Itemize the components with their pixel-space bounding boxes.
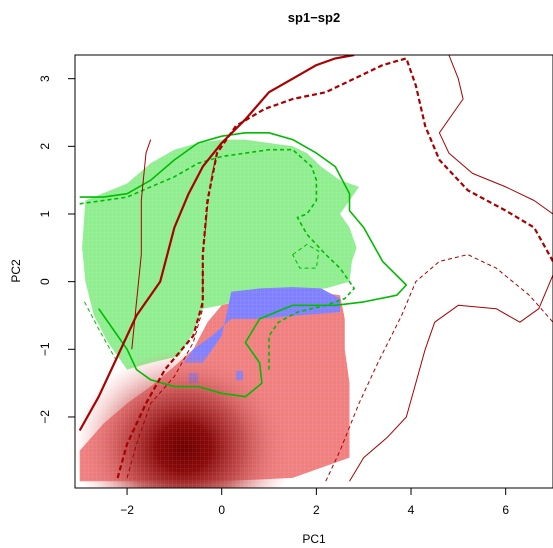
y-axis: −2 −1 0 1 2 3 <box>38 75 75 424</box>
y-tick-label: 0 <box>38 278 52 285</box>
x-axis-label: PC1 <box>302 532 326 546</box>
sp2-contour-line <box>126 152 218 479</box>
sp2-contour-line <box>349 274 553 482</box>
x-tick-label: −2 <box>120 503 134 517</box>
plot-frame <box>74 54 553 489</box>
sp2-contour-line <box>325 254 553 482</box>
y-tick-label: 1 <box>38 210 52 217</box>
y-tick-label: −2 <box>38 410 52 424</box>
sp2-contour-line <box>78 55 355 432</box>
y-tick-label: −1 <box>38 342 52 356</box>
sp2-contour-line <box>438 55 553 215</box>
y-tick-label: 2 <box>38 143 52 150</box>
x-tick-label: 4 <box>408 503 415 517</box>
sp2-contour-line <box>116 57 553 479</box>
x-tick-label: 0 <box>218 503 225 517</box>
plot-area <box>75 55 553 488</box>
chart-title: sp1−sp2 <box>288 10 340 25</box>
sp1-contour-line <box>84 301 119 364</box>
cell-grid-texture <box>75 55 553 488</box>
sp1-contour-line <box>292 243 320 269</box>
niche-contours <box>78 55 553 482</box>
sp2-contour-line <box>131 139 152 350</box>
x-axis: −2 0 2 4 6 <box>120 488 509 517</box>
x-tick-label: 6 <box>502 503 509 517</box>
x-tick-label: 2 <box>313 503 320 517</box>
y-axis-label: PC2 <box>9 259 23 283</box>
y-tick-label: 3 <box>38 75 52 82</box>
sp1-contour-line <box>79 132 408 398</box>
